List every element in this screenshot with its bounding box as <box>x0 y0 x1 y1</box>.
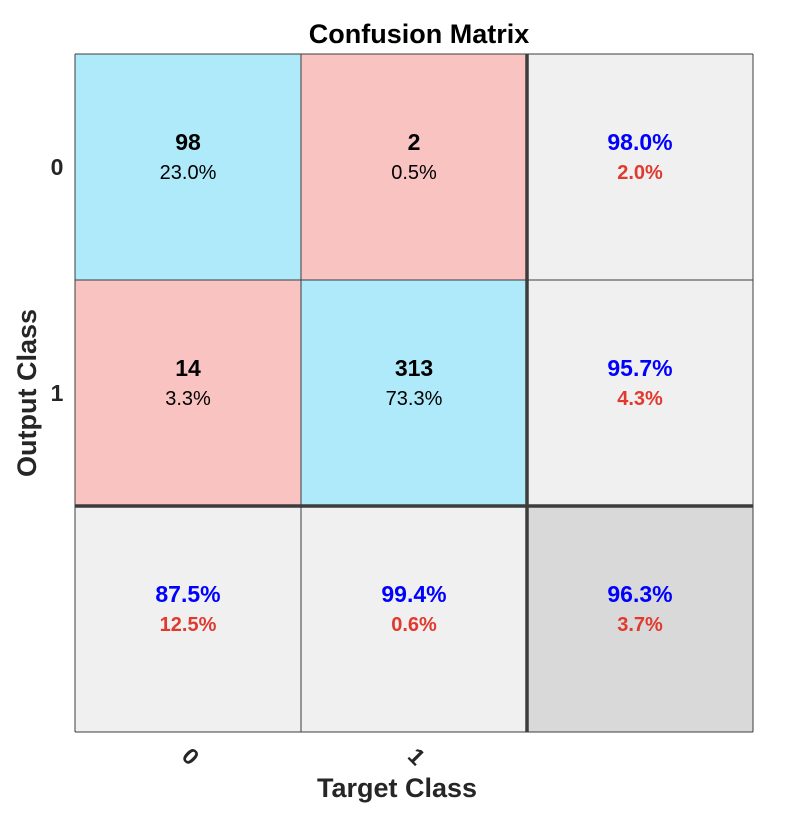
y-tick-label: 1 <box>51 380 64 406</box>
summary-incorrect-percent: 0.6% <box>391 614 437 636</box>
summary-correct-percent: 96.3% <box>607 581 672 607</box>
chart-title: Confusion Matrix <box>309 19 530 49</box>
cell-r0-c1 <box>301 54 527 280</box>
summary-correct-percent: 95.7% <box>607 355 672 381</box>
cell-r0-c0 <box>75 54 301 280</box>
cell-percent: 73.3% <box>386 388 443 410</box>
cell-r2-c0 <box>75 506 301 732</box>
summary-incorrect-percent: 2.0% <box>617 162 663 184</box>
cell-percent: 23.0% <box>160 162 217 184</box>
cell-r2-c2 <box>527 506 753 732</box>
summary-correct-percent: 99.4% <box>381 581 446 607</box>
y-tick-label: 0 <box>51 154 64 180</box>
matrix-grid <box>74 53 754 733</box>
cell-percent: 0.5% <box>391 162 437 184</box>
cell-r1-c1 <box>301 280 527 506</box>
matrix-cells <box>75 54 753 732</box>
cell-count: 313 <box>395 355 433 381</box>
summary-correct-percent: 98.0% <box>607 129 672 155</box>
cell-r0-c2 <box>527 54 753 280</box>
summary-incorrect-percent: 3.7% <box>617 614 663 636</box>
cell-count: 14 <box>175 355 201 381</box>
x-axis-label: Target Class <box>317 773 477 803</box>
cell-r1-c0 <box>75 280 301 506</box>
x-tick-label: 1 <box>403 743 431 771</box>
x-tick-label: 0 <box>177 743 204 770</box>
y-axis-label: Output Class <box>12 309 42 477</box>
matrix-labels: 98 23.0% 2 0.5% 98.0% 2.0% 14 3.3% 313 73.3% 95.7%… <box>51 129 673 770</box>
summary-incorrect-percent: 12.5% <box>160 614 217 636</box>
cell-count: 2 <box>408 129 421 155</box>
cell-count: 98 <box>175 129 201 155</box>
summary-incorrect-percent: 4.3% <box>617 388 663 410</box>
cell-r1-c2 <box>527 280 753 506</box>
summary-correct-percent: 87.5% <box>155 581 220 607</box>
cell-percent: 3.3% <box>165 388 211 410</box>
cell-r2-c1 <box>301 506 527 732</box>
